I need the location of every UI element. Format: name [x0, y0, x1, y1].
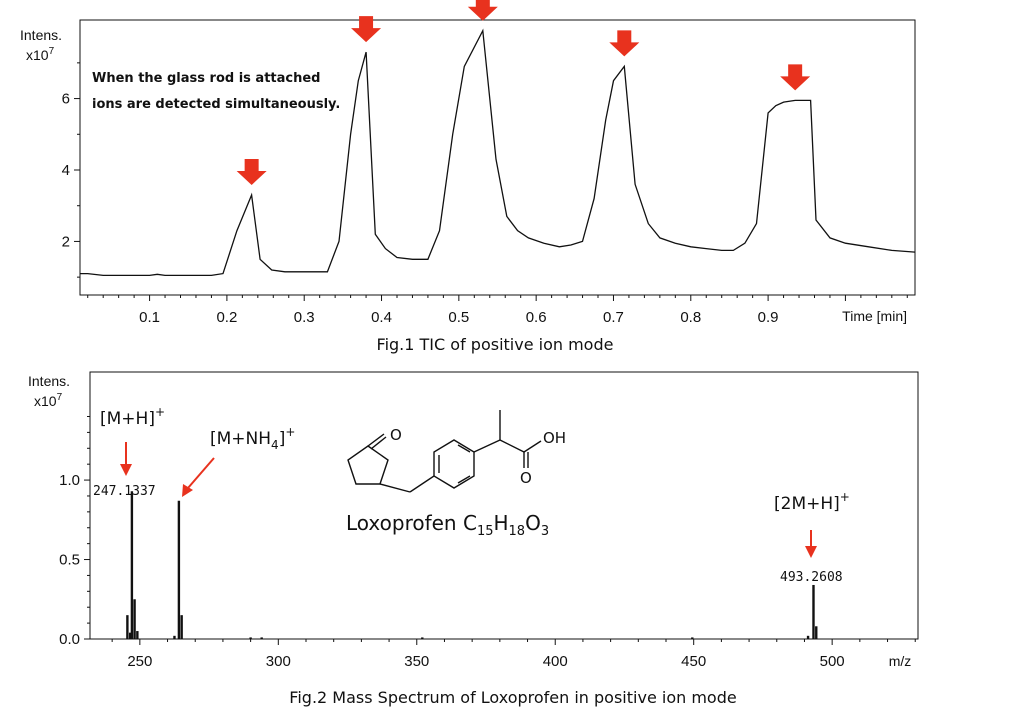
ms-x-tick-label: 250: [127, 653, 152, 670]
ms-x-ticks: 250 300 350 400 450 500: [111, 639, 916, 670]
tic-annotation-line1: When the glass rod is attached: [92, 71, 321, 86]
tic-x-ticks: 0.1 0.2 0.3 0.4 0.5 0.6 0.7 0.8 0.9: [87, 295, 908, 326]
tic-x-tick-label: 0.4: [371, 309, 392, 326]
ms-ylabel-scale: x107: [34, 392, 63, 409]
ion-label-2mh: [2M+H]+: [774, 490, 850, 514]
ms-plot-frame: [89, 371, 919, 640]
ms-xlabel: m/z: [889, 653, 912, 669]
ms-caption: Fig.2 Mass Spectrum of Loxoprofen in pos…: [289, 688, 736, 707]
tic-annotation-line2: ions are detected simultaneously.: [92, 97, 340, 112]
ms-x-tick-label: 350: [404, 653, 429, 670]
peak-marker-arrow: [351, 16, 382, 43]
ms-y-tick-label: 0.5: [59, 552, 80, 569]
tic-caption: Fig.1 TIC of positive ion mode: [377, 335, 614, 354]
ion-arrow-mnh4: [182, 457, 215, 497]
peak-marker-arrow: [236, 159, 267, 185]
compound-name: Loxoprofen C15H18O3: [346, 511, 549, 539]
tic-x-tick-label: 0.3: [294, 309, 315, 326]
tic-y-tick-label: 2: [62, 233, 70, 250]
loxoprofen-structure: [347, 410, 542, 493]
ms-peaks: [126, 491, 818, 639]
tic-plot-frame: [79, 19, 916, 296]
tic-x-tick-label: 0.2: [216, 309, 237, 326]
tic-y-tick-label: 4: [62, 162, 70, 179]
ion-label-mnh4: [M+NH4]+: [210, 425, 295, 452]
tic-x-tick-label: 0.8: [680, 309, 701, 326]
ion-arrow-2mh: [805, 530, 817, 558]
ms-x-tick-label: 500: [820, 653, 845, 670]
tic-ylabel: Intens.: [20, 27, 62, 43]
tic-y-tick-label: 6: [62, 91, 70, 108]
tic-ylabel-scale: x107: [26, 46, 55, 63]
peak-label-247: 247.1337: [93, 484, 156, 499]
tic-x-tick-label: 0.5: [448, 309, 469, 326]
tic-chart: Intens. x107 246 0.1 0.2 0.3 0.4 0.5 0.6 0.7 0.…: [20, 0, 916, 354]
tic-x-tick-label: 0.7: [603, 309, 624, 326]
tic-x-tick-label: 0.1: [139, 309, 160, 326]
ms-y-ticks: 0.0 0.5 1.0: [59, 416, 90, 648]
peak-marker-arrow: [780, 64, 811, 91]
tic-trace-line: [80, 28, 916, 277]
ms-y-tick-label: 0.0: [59, 631, 80, 648]
peak-label-493: 493.2608: [780, 570, 843, 585]
structure-oh: OH: [543, 429, 566, 447]
ms-y-tick-label: 1.0: [59, 472, 80, 489]
ms-x-tick-label: 300: [266, 653, 291, 670]
tic-peak-markers: [236, 0, 811, 185]
peak-marker-arrow: [609, 30, 640, 57]
peak-marker-arrow: [467, 0, 498, 21]
ms-chart: Intens. x107 0.0 0.5 1.0 250 300 350 400 450 50…: [28, 371, 919, 707]
tic-x-tick-label: 0.6: [526, 309, 547, 326]
tic-x-tick-label: 0.9: [758, 309, 779, 326]
ion-label-mh: [M+H]+: [100, 405, 165, 429]
ms-ylabel: Intens.: [28, 373, 70, 389]
structure-ketone-o: O: [390, 426, 402, 444]
structure-acid-o: O: [520, 469, 532, 487]
tic-y-ticks: 2 4 6: [62, 62, 80, 278]
tic-xlabel: Time [min]: [842, 308, 907, 324]
ms-x-tick-label: 400: [543, 653, 568, 670]
ion-arrow-mh: [120, 442, 132, 476]
ms-x-tick-label: 450: [681, 653, 706, 670]
